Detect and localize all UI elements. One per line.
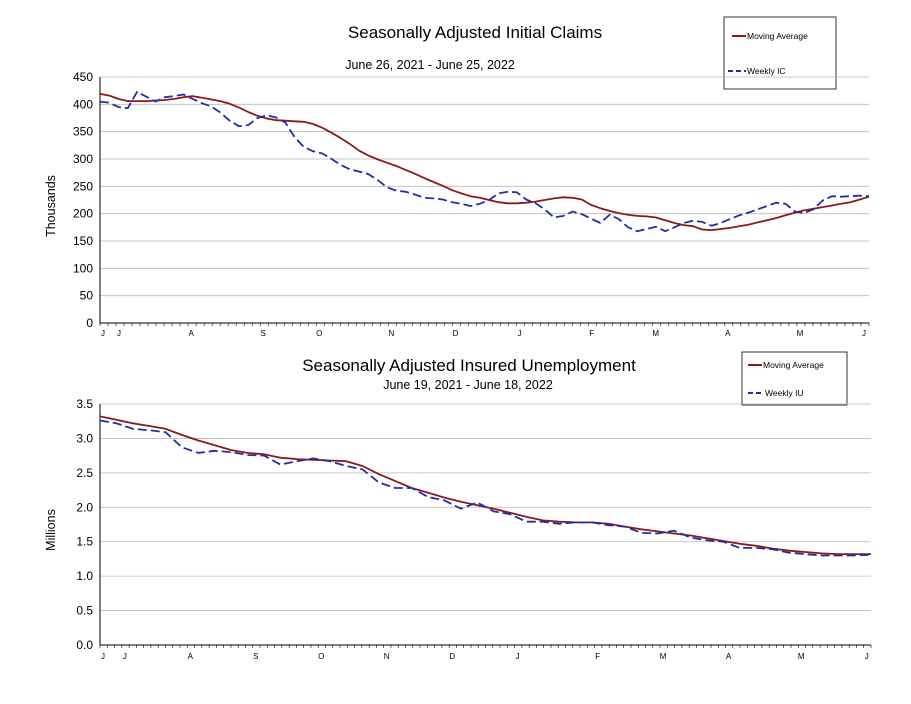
initial-claims-chart: Seasonally Adjusted Initial Claims June …: [44, 16, 870, 338]
y-tick-label: 100: [73, 261, 93, 275]
chart1-plot-area: 0 50 100 150 200 250 300 350 400 450 J J A S O N D J F M A M J: [73, 70, 870, 338]
chart2-title: Seasonally Adjusted Insured Unemployment: [302, 356, 636, 375]
x-tick-label: N: [384, 652, 390, 661]
x-tick-label: F: [589, 329, 594, 338]
x-tick-label: J: [123, 652, 127, 661]
chart1-legend-box: [723, 16, 837, 90]
weekly-ic-series-line: [99, 90, 870, 233]
chart1-legend-label-ma: Moving Average: [747, 31, 808, 41]
x-tick-label: J: [865, 652, 869, 661]
chart2-legend-label-ma: Moving Average: [763, 360, 824, 370]
x-tick-label: M: [797, 329, 804, 338]
x-tick-label: J: [101, 329, 105, 338]
y-tick-label: 3.5: [76, 397, 93, 411]
y-tick-label: 1.5: [76, 535, 93, 549]
y-tick-label: 400: [73, 97, 93, 111]
chart1-y-axis-label: Thousands: [44, 175, 58, 237]
chart1-legend: Moving Average Weekly IC: [723, 16, 837, 90]
x-tick-label: D: [449, 652, 455, 661]
y-tick-label: 200: [73, 207, 93, 221]
y-tick-label: 0: [86, 316, 93, 330]
x-tick-label: A: [725, 329, 731, 338]
x-tick-label: F: [595, 652, 600, 661]
x-tick-label: J: [117, 329, 121, 338]
x-tick-label: J: [101, 652, 105, 661]
chart2-legend: Moving Average Weekly IU: [741, 351, 848, 406]
x-tick-label: A: [726, 652, 732, 661]
chart2-y-axis-label: Millions: [44, 509, 58, 551]
y-tick-label: 300: [73, 152, 93, 166]
y-tick-label: 0.5: [76, 604, 93, 618]
chart1-legend-label-weekly: Weekly IC: [747, 66, 786, 76]
x-tick-label: A: [188, 329, 194, 338]
x-tick-label: O: [316, 329, 322, 338]
y-tick-label: 3.0: [76, 431, 93, 445]
y-tick-label: 50: [80, 289, 94, 303]
chart2-legend-label-weekly: Weekly IU: [765, 388, 804, 398]
insured-unemployment-chart: Seasonally Adjusted Insured Unemployment…: [44, 351, 872, 661]
chart2-legend-box: [741, 351, 848, 406]
y-tick-label: 2.0: [76, 500, 93, 514]
moving-average-series-line: [99, 93, 870, 232]
chart2-subtitle: June 19, 2021 - June 18, 2022: [383, 378, 553, 392]
chart2-plot-area: 0.0 0.5 1.0 1.5 2.0 2.5 3.0 3.5 J J A S O N D J F M A M J: [76, 397, 872, 661]
x-tick-label: J: [862, 329, 866, 338]
x-tick-label: J: [516, 652, 520, 661]
x-tick-label: M: [660, 652, 667, 661]
x-tick-label: S: [253, 652, 258, 661]
x-tick-label: N: [388, 329, 394, 338]
x-tick-label: M: [652, 329, 659, 338]
weekly-iu-series-line: [99, 419, 872, 557]
y-tick-label: 450: [73, 70, 93, 84]
chart1-subtitle: June 26, 2021 - June 25, 2022: [345, 58, 515, 72]
chart1-title: Seasonally Adjusted Initial Claims: [348, 23, 602, 42]
x-tick-label: A: [188, 652, 194, 661]
x-tick-label: S: [261, 329, 266, 338]
y-tick-label: 150: [73, 234, 93, 248]
y-tick-label: 250: [73, 179, 93, 193]
y-tick-label: 1.0: [76, 569, 93, 583]
x-tick-label: J: [518, 329, 522, 338]
x-tick-label: D: [453, 329, 459, 338]
x-tick-label: M: [798, 652, 805, 661]
x-tick-label: O: [318, 652, 324, 661]
moving-average-series-line: [99, 415, 871, 555]
y-tick-label: 2.5: [76, 466, 93, 480]
y-tick-label: 350: [73, 125, 93, 139]
y-tick-label: 0.0: [76, 638, 93, 652]
